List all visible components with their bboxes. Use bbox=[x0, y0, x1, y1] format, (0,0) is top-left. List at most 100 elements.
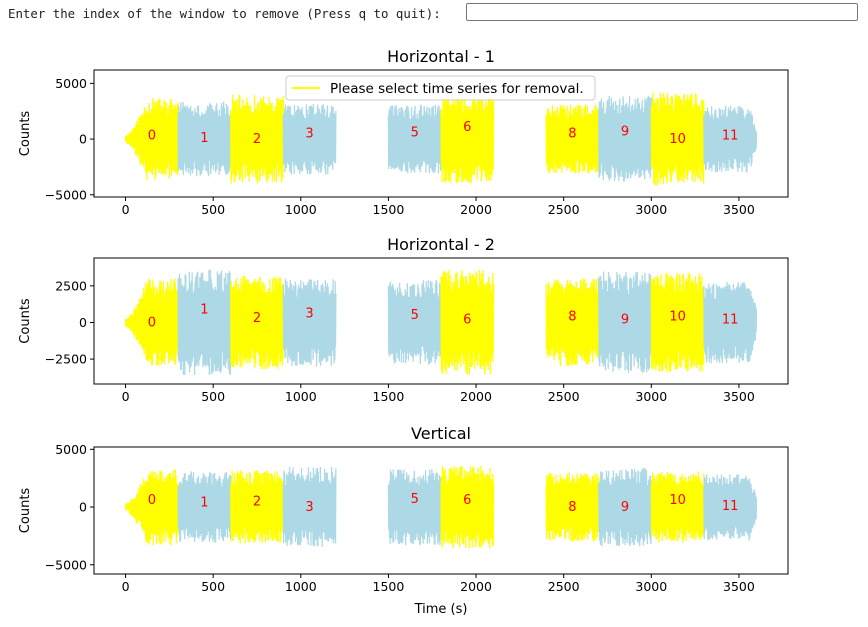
window-index-label: 3 bbox=[305, 127, 313, 142]
window-index-label: 2 bbox=[253, 311, 261, 326]
chart-panel-2: Vertical 0 1 2 3 5 6 8 9 10 11 0 500 1000 1500 2000 2500… bbox=[18, 424, 789, 617]
x-tick-label: 2500 bbox=[548, 389, 580, 404]
x-tick-label: 0 bbox=[122, 579, 130, 594]
trace-window-0 bbox=[124, 98, 179, 181]
window-index-label: 2 bbox=[253, 132, 261, 147]
y-tick-label: 0 bbox=[79, 315, 87, 330]
window-index-label: 8 bbox=[568, 127, 576, 142]
legend: Please select time series for removal. bbox=[285, 75, 596, 101]
trace-window-9 bbox=[598, 271, 652, 373]
trace-window-3 bbox=[282, 279, 337, 367]
chart-title: Horizontal - 2 bbox=[387, 235, 495, 254]
trace-window-3 bbox=[282, 103, 337, 175]
window-index-label: 9 bbox=[621, 313, 629, 328]
y-tick-label: −2500 bbox=[45, 352, 87, 367]
x-tick-label: 2500 bbox=[548, 202, 580, 217]
window-index-label: 6 bbox=[463, 120, 471, 135]
axes-frame bbox=[93, 257, 789, 385]
x-tick-label: 3500 bbox=[723, 202, 755, 217]
plot-area bbox=[124, 269, 758, 376]
x-tick-label: 1500 bbox=[373, 389, 405, 404]
trace-window-8 bbox=[545, 472, 600, 542]
axes-frame bbox=[93, 69, 789, 198]
chart-title: Horizontal - 1 bbox=[387, 47, 495, 66]
x-tick-label: 3500 bbox=[723, 389, 755, 404]
y-tick-label: −5000 bbox=[45, 557, 87, 572]
window-index-label: 9 bbox=[621, 500, 629, 515]
y-axis-label: Counts bbox=[18, 111, 33, 157]
trace-window-11 bbox=[703, 105, 758, 173]
y-tick-label: 5000 bbox=[55, 442, 87, 457]
trace-window-10 bbox=[650, 92, 705, 186]
x-tick-label: 3000 bbox=[635, 202, 667, 217]
trace-window-3 bbox=[282, 466, 337, 548]
trace-window-11 bbox=[703, 282, 758, 364]
trace-window-11 bbox=[703, 474, 758, 541]
x-tick-label: 500 bbox=[201, 579, 225, 594]
x-tick-label: 2500 bbox=[548, 579, 580, 594]
window-index-label: 0 bbox=[148, 493, 156, 508]
trace-window-6 bbox=[440, 465, 495, 549]
y-axis-label: Counts bbox=[18, 298, 33, 344]
window-index-label: 0 bbox=[148, 315, 156, 330]
plot-area bbox=[124, 92, 758, 186]
window-index-label: 1 bbox=[200, 302, 208, 317]
window-index-label: 9 bbox=[621, 124, 629, 139]
y-tick-label: 0 bbox=[79, 500, 87, 515]
y-tick-label: 2500 bbox=[55, 278, 87, 293]
y-tick-label: −5000 bbox=[45, 187, 87, 202]
window-index-label: 11 bbox=[722, 129, 739, 144]
x-tick-label: 2000 bbox=[460, 389, 492, 404]
window-index-label: 0 bbox=[148, 129, 156, 144]
y-axis-label: Counts bbox=[18, 488, 33, 534]
x-tick-label: 3000 bbox=[635, 579, 667, 594]
trace-window-2 bbox=[230, 275, 284, 370]
chart-panel-1: Horizontal - 2 0 1 2 3 5 6 8 9 10 11 0 500 1000 1500 20… bbox=[18, 235, 789, 404]
window-index-label: 10 bbox=[669, 132, 686, 147]
x-tick-label: 0 bbox=[122, 389, 130, 404]
trace-window-10 bbox=[650, 471, 705, 543]
window-index-label: 6 bbox=[463, 313, 471, 328]
legend-label: Please select time series for removal. bbox=[330, 81, 584, 97]
x-tick-label: 3000 bbox=[635, 389, 667, 404]
trace-window-9 bbox=[598, 95, 652, 182]
x-tick-label: 1000 bbox=[285, 202, 317, 217]
trace-window-2 bbox=[230, 470, 284, 544]
trace-window-5 bbox=[387, 279, 442, 365]
x-tick-label: 3500 bbox=[723, 579, 755, 594]
remove-window-prompt: Enter the index of the window to remove … bbox=[0, 0, 868, 28]
window-index-label: 6 bbox=[463, 493, 471, 508]
window-index-input[interactable] bbox=[466, 3, 858, 21]
trace-window-6 bbox=[440, 94, 495, 184]
x-tick-label: 1500 bbox=[373, 202, 405, 217]
window-index-label: 3 bbox=[305, 500, 313, 515]
plot-area bbox=[124, 465, 758, 549]
trace-window-1 bbox=[177, 471, 232, 543]
trace-window-5 bbox=[387, 469, 442, 546]
trace-window-0 bbox=[124, 469, 179, 546]
legend-box bbox=[285, 75, 596, 101]
trace-window-8 bbox=[545, 278, 600, 367]
window-index-label: 10 bbox=[669, 493, 686, 508]
x-tick-label: 2000 bbox=[460, 202, 492, 217]
axes-frame bbox=[93, 446, 789, 575]
x-tick-label: 500 bbox=[201, 389, 225, 404]
window-index-label: 5 bbox=[411, 308, 419, 323]
trace-window-10 bbox=[650, 272, 705, 373]
window-index-label: 8 bbox=[568, 310, 576, 325]
x-axis-label: Time (s) bbox=[414, 602, 468, 617]
window-index-label: 1 bbox=[200, 495, 208, 510]
trace-window-1 bbox=[177, 101, 232, 177]
y-tick-label: 5000 bbox=[55, 76, 87, 91]
window-index-label: 11 bbox=[722, 313, 739, 328]
chart-panel-0: Horizontal - 1 0 1 2 3 5 6 8 9 10 11 0 500 1000 1500 20… bbox=[18, 47, 789, 217]
x-tick-label: 500 bbox=[201, 202, 225, 217]
window-index-label: 1 bbox=[200, 131, 208, 146]
seismic-figure: Horizontal - 10 1 2 3 5 6 8 910 110 500 1000 1500 20… bbox=[18, 47, 789, 617]
trace-window-8 bbox=[545, 104, 600, 174]
trace-window-9 bbox=[598, 467, 652, 547]
window-index-label: 8 bbox=[568, 500, 576, 515]
trace-window-6 bbox=[440, 269, 495, 375]
window-index-label: 5 bbox=[411, 125, 419, 140]
window-index-label: 11 bbox=[722, 499, 739, 514]
